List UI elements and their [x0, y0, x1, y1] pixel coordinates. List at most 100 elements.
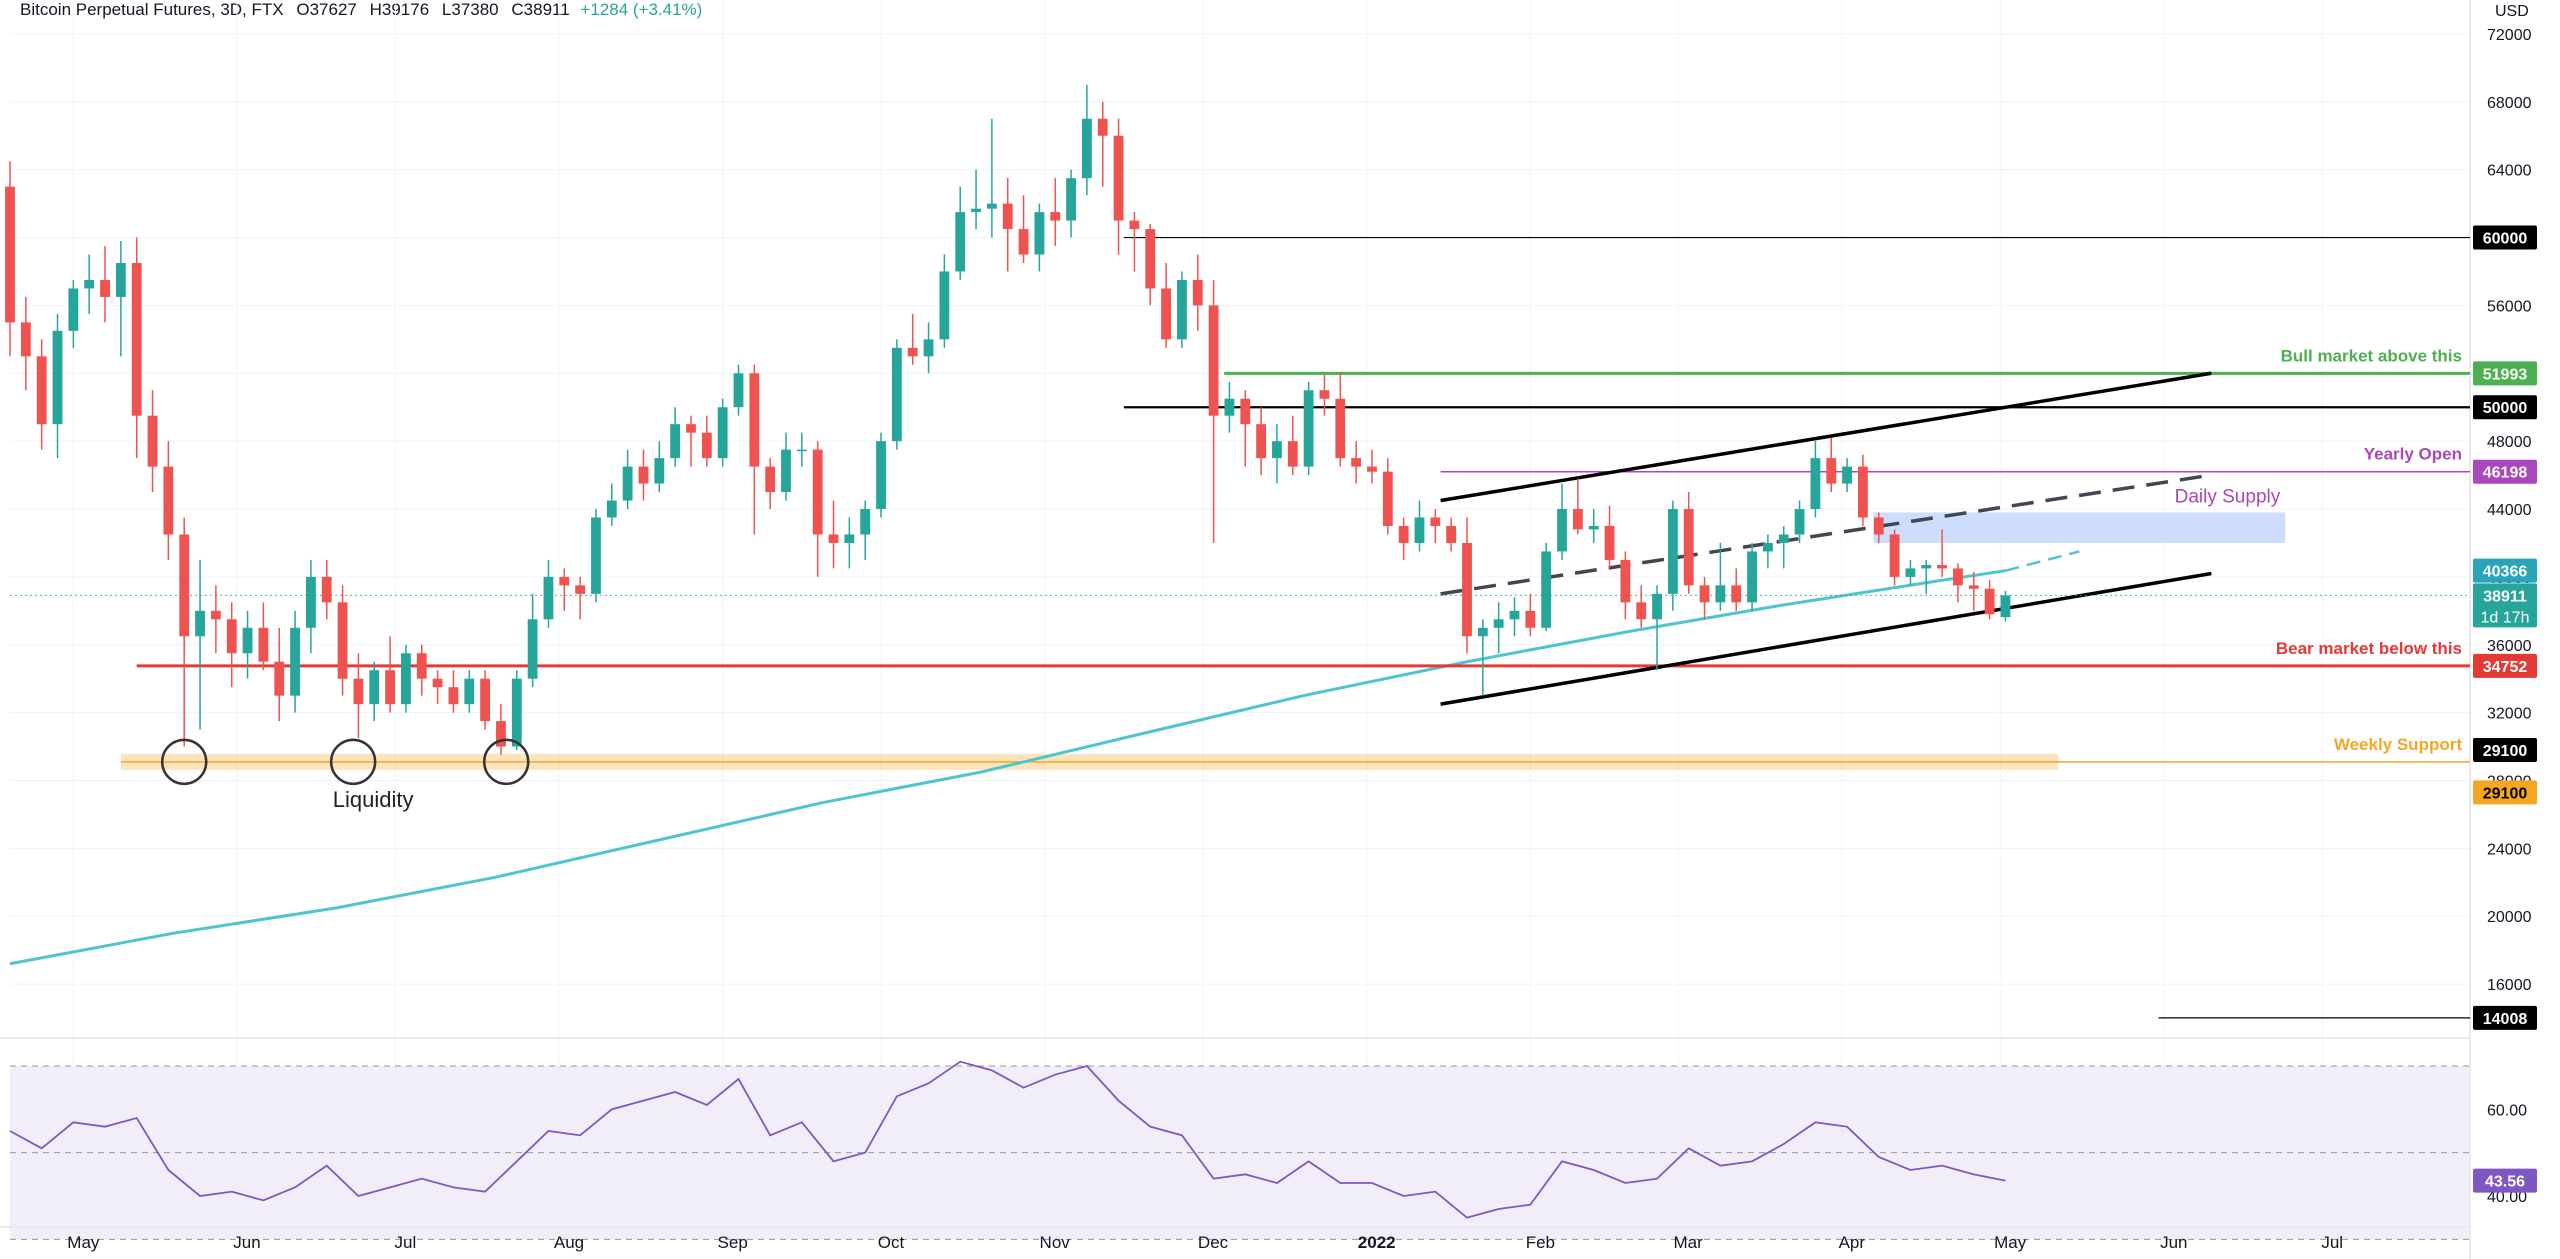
candle-body: [1050, 212, 1061, 221]
candle: [5, 161, 15, 357]
candle: [1842, 458, 1852, 493]
candle: [1953, 563, 1963, 603]
close-value: 38911: [523, 0, 570, 19]
time-label: Nov: [1040, 1233, 1071, 1252]
price-tag-46198-text: 46198: [2483, 465, 2528, 482]
time-label: Mar: [1674, 1233, 1704, 1252]
time-label: Feb: [1526, 1233, 1555, 1252]
candle-body: [1192, 279, 1203, 306]
liquidity-circle: [329, 738, 377, 786]
candle: [1066, 169, 1076, 238]
candle: [1462, 517, 1472, 654]
price-tick-label: 24000: [2487, 841, 2532, 858]
channel-lower-line: [1440, 571, 2212, 706]
candle: [1129, 212, 1140, 272]
time-label: May: [67, 1233, 100, 1252]
candle-body: [891, 347, 902, 442]
candle: [733, 364, 744, 416]
candle: [1145, 223, 1156, 306]
candle: [131, 237, 142, 459]
time-label: May: [1994, 1233, 2027, 1252]
price-tag-ma-text: 40366: [2483, 564, 2528, 581]
liquidity-circle: [160, 738, 208, 786]
candle-body: [1256, 424, 1267, 459]
symbol-title: Bitcoin Perpetual Futures, 3D, FTX: [20, 0, 284, 19]
price-tag-current-sub: 1d 17h: [2481, 609, 2530, 626]
price-tag-50000-bg: [2473, 395, 2537, 420]
candle: [52, 313, 63, 459]
candle: [1398, 517, 1409, 560]
candle-body: [1240, 398, 1251, 425]
candle-body: [1430, 517, 1441, 526]
candle-body: [480, 678, 491, 722]
price-tag-ma-bg: [2473, 558, 2537, 583]
candle-body: [147, 415, 158, 467]
candle: [115, 240, 126, 357]
rsi-tick-label: 40.00: [2487, 1189, 2527, 1206]
candle: [1826, 437, 1837, 493]
candle: [1097, 101, 1108, 187]
candle-body: [591, 517, 601, 594]
candle: [828, 500, 839, 569]
weekly-support-text: Weekly Support: [2334, 735, 2462, 754]
candle-body: [401, 653, 411, 705]
candle: [1921, 559, 1932, 594]
candle: [1699, 576, 1710, 620]
price-tag-support-a-text: 29100: [2483, 743, 2528, 760]
open-value: 37627: [309, 0, 357, 19]
candle: [1683, 492, 1694, 594]
price-tag-support-a-bg: [2473, 737, 2537, 762]
price-tick-label: 16000: [2487, 977, 2532, 994]
candle-body: [100, 279, 110, 297]
price-tick-label: 20000: [2487, 909, 2532, 926]
candle: [1034, 203, 1045, 272]
candle-body: [448, 687, 459, 705]
change-value: +1284 (+3.41%): [580, 0, 703, 19]
candle-body: [527, 619, 538, 679]
candle: [1762, 534, 1773, 569]
price-tick-label: 56000: [2487, 298, 2532, 315]
time-label: Apr: [1839, 1233, 1866, 1252]
price-tag-60000-bg: [2473, 225, 2537, 250]
candle-body: [1018, 229, 1029, 255]
time-label: Aug: [554, 1233, 584, 1252]
time-axis: May Jun Jul Aug Sep Oct Nov Dec 2022 Feb Mar Apr May…: [67, 1233, 2343, 1252]
candle: [1620, 551, 1631, 620]
candle-body: [543, 576, 554, 620]
candle: [1810, 441, 1821, 518]
candle-body: [1652, 593, 1662, 620]
candle: [1588, 509, 1599, 543]
candle-body: [305, 576, 316, 628]
candle: [321, 559, 332, 620]
candle-body: [1984, 588, 1995, 615]
candle-body: [321, 576, 332, 603]
candle-body: [385, 670, 395, 705]
candle-body: [606, 500, 617, 518]
daily-supply-zone: [1873, 512, 2286, 543]
candle: [796, 432, 807, 467]
candle: [939, 254, 950, 348]
price-tick-label: 48000: [2487, 434, 2532, 451]
candle-body: [1588, 525, 1599, 530]
candle: [1177, 271, 1187, 348]
high-value: 39176: [381, 0, 430, 19]
candle-body: [828, 534, 839, 543]
candle-body: [36, 356, 47, 425]
price-tag-current-bg: [2473, 583, 2537, 628]
candle: [527, 593, 538, 688]
candle-body: [1161, 288, 1172, 340]
price-tag-50000-text: 50000: [2483, 400, 2528, 417]
candle-body: [1272, 441, 1282, 459]
candle-body: [1683, 509, 1694, 586]
time-label: Dec: [1198, 1233, 1229, 1252]
candle: [1541, 542, 1552, 632]
candle-body: [781, 449, 791, 493]
currency-label: USD: [2495, 3, 2529, 20]
candle: [480, 670, 491, 730]
liquidity-circle: [482, 738, 530, 786]
candle-body: [52, 330, 63, 425]
candle: [1984, 580, 1995, 620]
candle: [1794, 500, 1805, 543]
